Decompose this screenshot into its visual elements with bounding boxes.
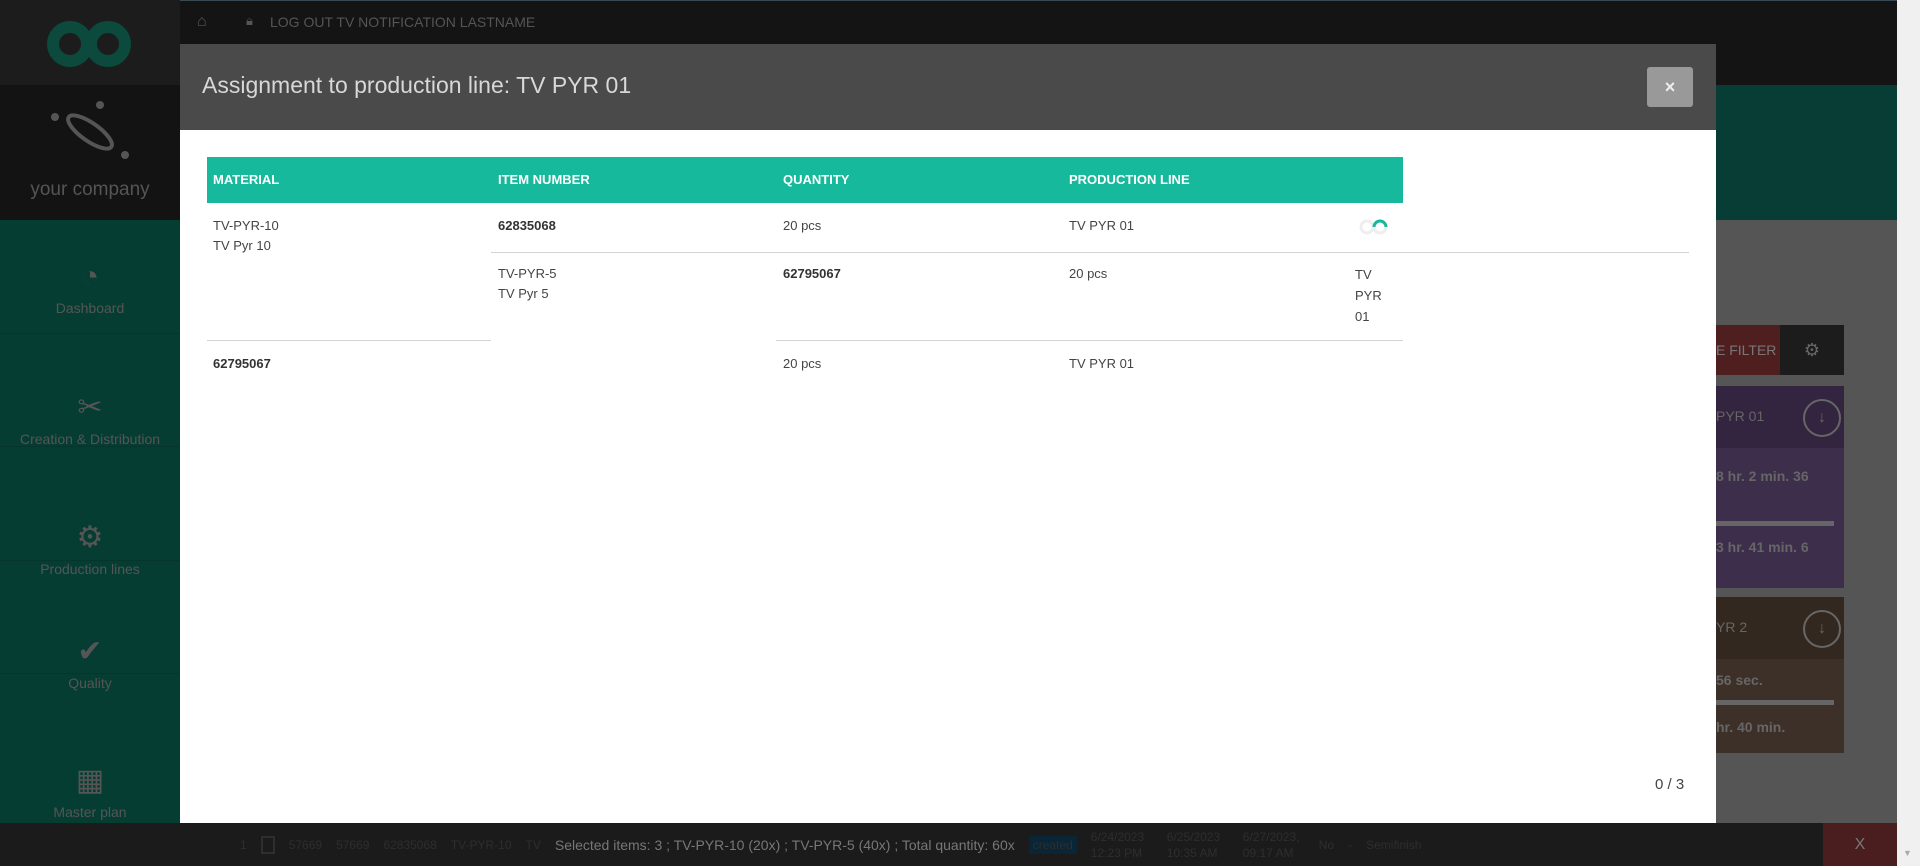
progress-counter: 0 / 3 — [1655, 776, 1685, 793]
selected-items-summary: Selected items: 3 ; TV-PYR-10 (20x) ; TV… — [554, 836, 1015, 853]
check-icon: ✔ — [77, 635, 103, 668]
sidebar-item-creation-distribution[interactable]: ✂ Creation & Distribution — [0, 390, 180, 447]
logout-link[interactable]: LOG OUT TV NOTIFICATION LASTNAME — [270, 14, 536, 30]
sidebar-label: Dashboard — [55, 300, 125, 316]
modal-header: Assignment to production line: TV PYR 01… — [180, 44, 1716, 130]
table-header — [207, 157, 1403, 203]
modal-title: Assignment to production line: TV PYR 01 — [202, 72, 632, 98]
company-logo: your company — [0, 85, 180, 220]
download-icon[interactable]: ↓ — [1803, 610, 1841, 648]
sidebar-item-dashboard[interactable]: ◔ Dashboard — [0, 260, 180, 316]
sidebar-item-master-plan[interactable]: ▦ Master plan — [0, 763, 180, 820]
assignment-modal: Assignment to production line: TV PYR 01… — [180, 44, 1716, 823]
ticket-x-icon: ✂ — [77, 391, 103, 424]
conveyor-robot-icon: ⚙ — [76, 521, 104, 554]
scrollbar[interactable]: ▼ — [1897, 0, 1920, 866]
sidebar-label: Master plan — [53, 804, 127, 820]
lock-icon: 🔒︎ — [246, 13, 253, 28]
top-bar: ⌂ 🔒︎ LOG OUT TV NOTIFICATION LASTNAME — [0, 0, 1897, 44]
settings-gear-icon[interactable]: ⚙ — [1780, 325, 1844, 375]
production-line-card: PYR 01 ↓ 8 hr. 2 min. 36 3 hr. 41 min. 6 — [1716, 386, 1844, 588]
sidebar-label: Production lines — [40, 561, 140, 577]
gauge-icon: ◔ — [80, 260, 100, 293]
download-icon[interactable]: ↓ — [1803, 399, 1841, 437]
status-badge: created — [1028, 835, 1077, 854]
delete-button[interactable]: X — [1823, 823, 1897, 866]
column-quantity: QUANTITY — [783, 172, 850, 187]
company-name: your company — [30, 179, 150, 200]
sidebar-label: Quality — [68, 675, 112, 691]
close-button[interactable]: × — [1647, 67, 1693, 107]
app-logo — [0, 0, 180, 85]
selection-status-bar: 1 57669 57669 62835068 TV-PYR-10 TV Sele… — [0, 823, 1897, 866]
column-production-line: PRODUCTION LINE — [1069, 172, 1190, 187]
sidebar-item-quality[interactable]: ✔ Quality — [0, 634, 180, 691]
column-material: MATERIAL — [213, 172, 280, 187]
home-icon[interactable]: ⌂ — [197, 13, 207, 30]
filter-button[interactable]: E FILTER — [1716, 325, 1780, 375]
background-panel: E FILTER ⚙ PYR 01 ↓ 8 hr. 2 min. 36 3 hr… — [1716, 44, 1897, 823]
background-table-row: 1 57669 57669 62835068 TV-PYR-10 TV Sele… — [240, 829, 1422, 860]
sidebar-item-production-lines[interactable]: ⚙ Production lines — [0, 520, 180, 577]
calendar-icon: ▦ — [75, 764, 105, 797]
loading-spinner-icon — [1359, 219, 1388, 235]
column-item-number: ITEM NUMBER — [498, 172, 590, 187]
sidebar-label: Creation & Distribution — [19, 431, 161, 447]
row-checkbox[interactable] — [260, 835, 275, 854]
sidebar: ◔ Dashboard ✂ Creation & Distribution ⚙ Pro… — [0, 220, 180, 823]
production-line-card: YR 2 ↓ 56 sec. hr. 40 min. — [1716, 597, 1844, 753]
